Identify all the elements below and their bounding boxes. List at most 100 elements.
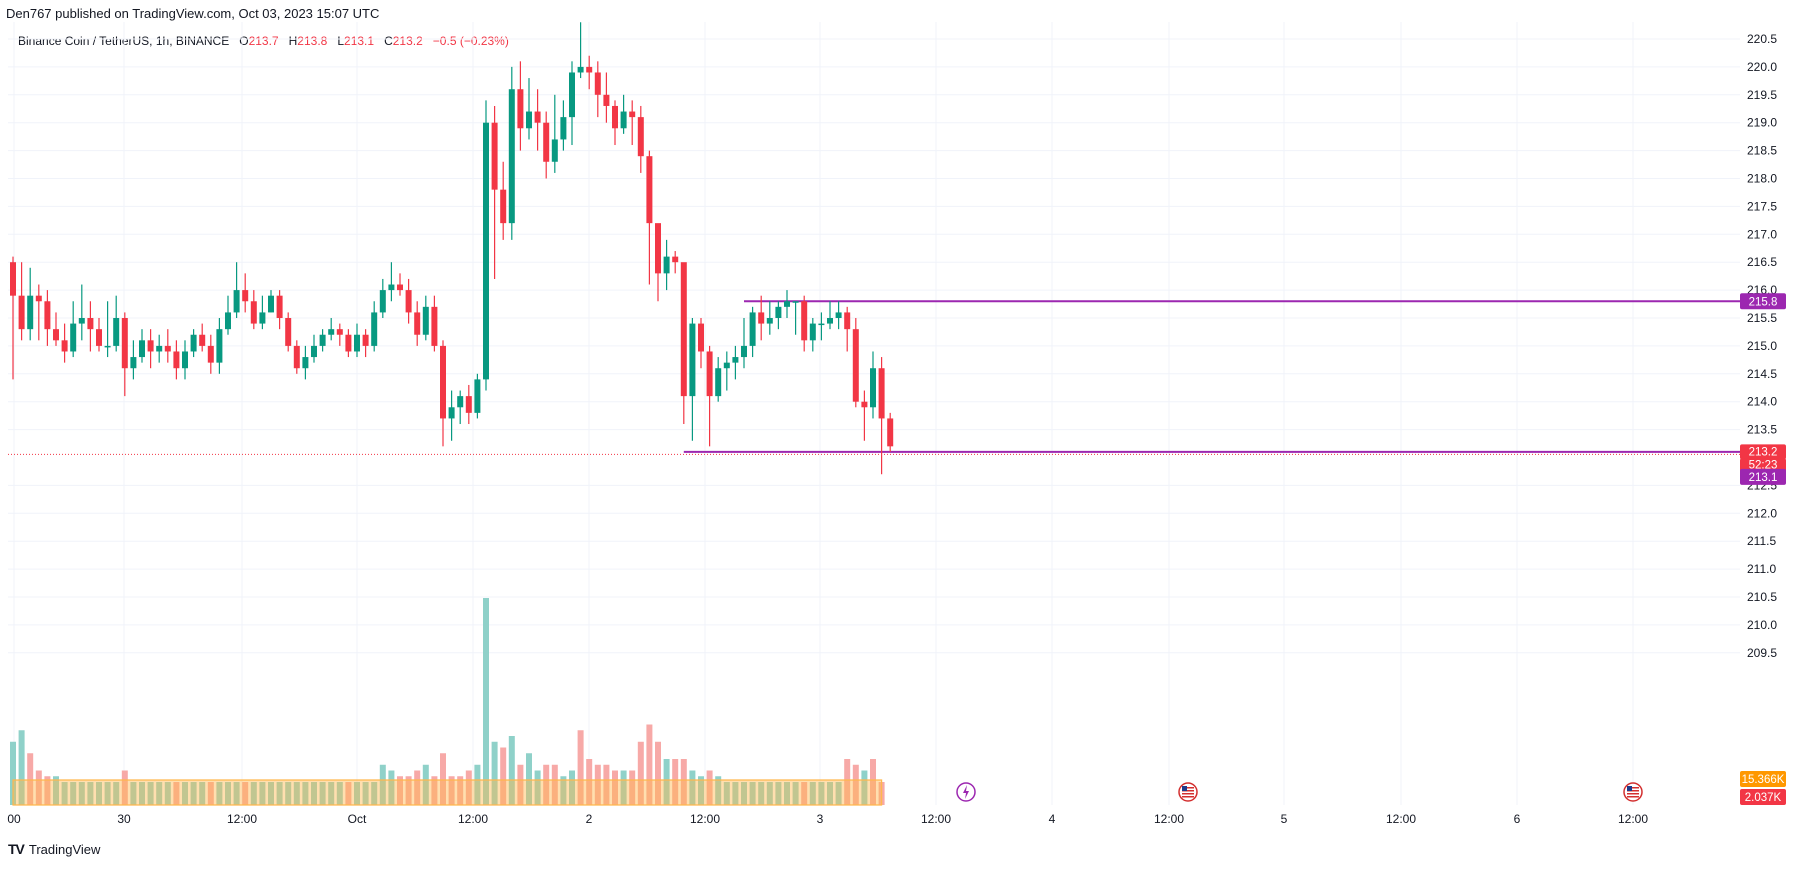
- price-tick-label: 219.0: [1747, 116, 1777, 130]
- time-tick-label: 12:00: [921, 812, 951, 826]
- volume-bar: [620, 770, 627, 805]
- candle-body: [61, 340, 68, 352]
- volume-bar: [517, 764, 524, 805]
- price-tick-label: 217.0: [1747, 227, 1777, 241]
- volume-bar: [457, 776, 464, 805]
- candle-body: [577, 66, 584, 73]
- candle-body: [397, 284, 403, 291]
- candle-body: [457, 396, 464, 408]
- candle-body: [354, 334, 360, 352]
- volume-bar: [672, 759, 679, 805]
- volume-bar: [207, 782, 214, 805]
- volume-bar: [328, 782, 335, 805]
- volume-bar: [655, 741, 661, 805]
- volume-last-tag: 2.037K: [1745, 792, 1782, 804]
- price-tick-label: 217.5: [1747, 199, 1777, 213]
- candle-body: [809, 323, 816, 341]
- candle-body: [448, 407, 455, 419]
- candle-body: [465, 396, 472, 413]
- candle-body: [629, 111, 636, 118]
- candle-body: [517, 89, 524, 129]
- high-label: H: [288, 34, 298, 48]
- price-tick-label: 215.5: [1747, 311, 1777, 325]
- candle-body: [474, 379, 481, 413]
- volume-bar: [801, 782, 808, 805]
- candle-body: [483, 122, 489, 380]
- price-tick-label: 209.5: [1747, 646, 1777, 660]
- candle-body: [491, 122, 498, 190]
- volume-bars: [10, 598, 885, 805]
- volume-bar: [233, 782, 240, 805]
- volume-bar: [345, 782, 352, 805]
- volume-bar: [732, 782, 739, 805]
- resistance-tag: 215.8: [1749, 296, 1778, 308]
- volume-bar: [190, 782, 197, 805]
- volume-bar: [680, 759, 687, 805]
- candle-body: [242, 290, 249, 302]
- volume-bar: [809, 782, 816, 805]
- volume-bar: [569, 770, 575, 805]
- candle-body: [18, 295, 25, 330]
- volume-bar: [10, 741, 16, 805]
- time-tick-label: 2: [586, 812, 593, 826]
- tradingview-watermark[interactable]: TV TradingView: [8, 841, 100, 857]
- volume-bar: [87, 782, 94, 805]
- time-tick-label: 12:00: [1386, 812, 1416, 826]
- candle-body: [680, 262, 687, 397]
- volume-bar: [397, 776, 403, 805]
- volume-ma-tag-bg: [1740, 771, 1786, 787]
- volume-bar: [818, 782, 825, 805]
- candle-body: [801, 301, 808, 341]
- price-tick-label: 211.5: [1747, 534, 1776, 548]
- us-flag-icon: [1623, 782, 1643, 802]
- horizontal-levels: [8, 300, 1740, 455]
- candle-body: [749, 312, 756, 346]
- candle-body: [414, 312, 421, 335]
- candle-body: [887, 418, 894, 447]
- volume-bar: [646, 724, 653, 805]
- volume-bar: [285, 782, 292, 805]
- candle-body: [852, 329, 859, 402]
- volume-ma-tag: 15.366K: [1742, 774, 1785, 786]
- volume-bar: [551, 764, 558, 805]
- volume-bar: [371, 782, 378, 805]
- volume-bar: [586, 759, 593, 805]
- volume-bar: [508, 736, 515, 805]
- time-tick-label: 12:00: [1618, 812, 1648, 826]
- time-tick-label: 12:00: [458, 812, 488, 826]
- volume-bar: [276, 782, 283, 805]
- time-tick-label: Oct: [348, 812, 367, 826]
- volume-bar: [379, 764, 386, 805]
- candle-body: [276, 295, 283, 318]
- volume-bar: [715, 776, 722, 805]
- open-label: O: [239, 34, 249, 48]
- price-tick-label: 212.0: [1747, 506, 1777, 520]
- candle-body: [345, 334, 352, 352]
- candle-body: [646, 156, 653, 224]
- candle-body: [268, 295, 274, 313]
- volume-bar: [405, 776, 412, 805]
- volume-bar: [775, 782, 782, 805]
- candle-body: [594, 72, 601, 95]
- volume-bar: [594, 764, 601, 805]
- volume-bar: [431, 776, 438, 805]
- volume-bar: [706, 770, 713, 805]
- candle-body: [147, 340, 154, 352]
- price-tick-label: 215.0: [1747, 339, 1777, 353]
- price-tick-label: 219.5: [1747, 88, 1777, 102]
- volume-bar: [96, 782, 102, 805]
- candle-body: [10, 262, 16, 296]
- candle-body: [569, 72, 575, 118]
- candle-body: [878, 368, 885, 419]
- candle-body: [328, 329, 335, 335]
- candle-body: [225, 312, 231, 330]
- price-tick-label: 211.0: [1747, 562, 1776, 576]
- volume-bar: [629, 770, 636, 805]
- candle-body: [551, 139, 558, 162]
- candle-body: [44, 301, 51, 330]
- volume-bar: [302, 782, 309, 805]
- candle-body: [758, 312, 765, 324]
- volume-bar: [293, 782, 300, 805]
